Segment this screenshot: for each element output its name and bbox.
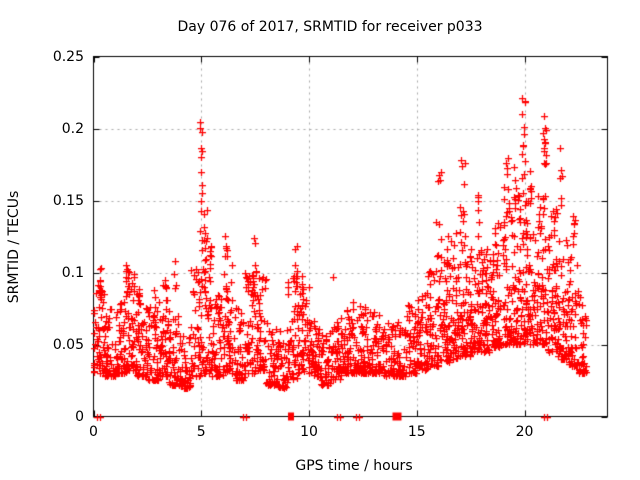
x-tick-label: 10 xyxy=(300,424,318,440)
x-tick-label: 15 xyxy=(407,424,426,440)
y-tick-label: 0.15 xyxy=(52,192,84,209)
x-tick-label: 0 xyxy=(89,424,98,440)
y-tick-label: 0.25 xyxy=(52,48,84,65)
x-axis-label: GPS time / hours xyxy=(295,458,413,474)
y-tick-label: 0.2 xyxy=(61,120,84,137)
y-axis-label: SRMTID / TECUs xyxy=(6,190,22,304)
x-tick-label: 5 xyxy=(196,424,206,440)
y-tick-label: 0.05 xyxy=(52,336,84,353)
y-tick-label: 0.1 xyxy=(61,264,84,281)
page-title: Day 076 of 2017, SRMTID for receiver p03… xyxy=(177,19,483,35)
x-tick-label: 20 xyxy=(515,424,534,440)
y-tick-label: 0 xyxy=(75,408,84,425)
